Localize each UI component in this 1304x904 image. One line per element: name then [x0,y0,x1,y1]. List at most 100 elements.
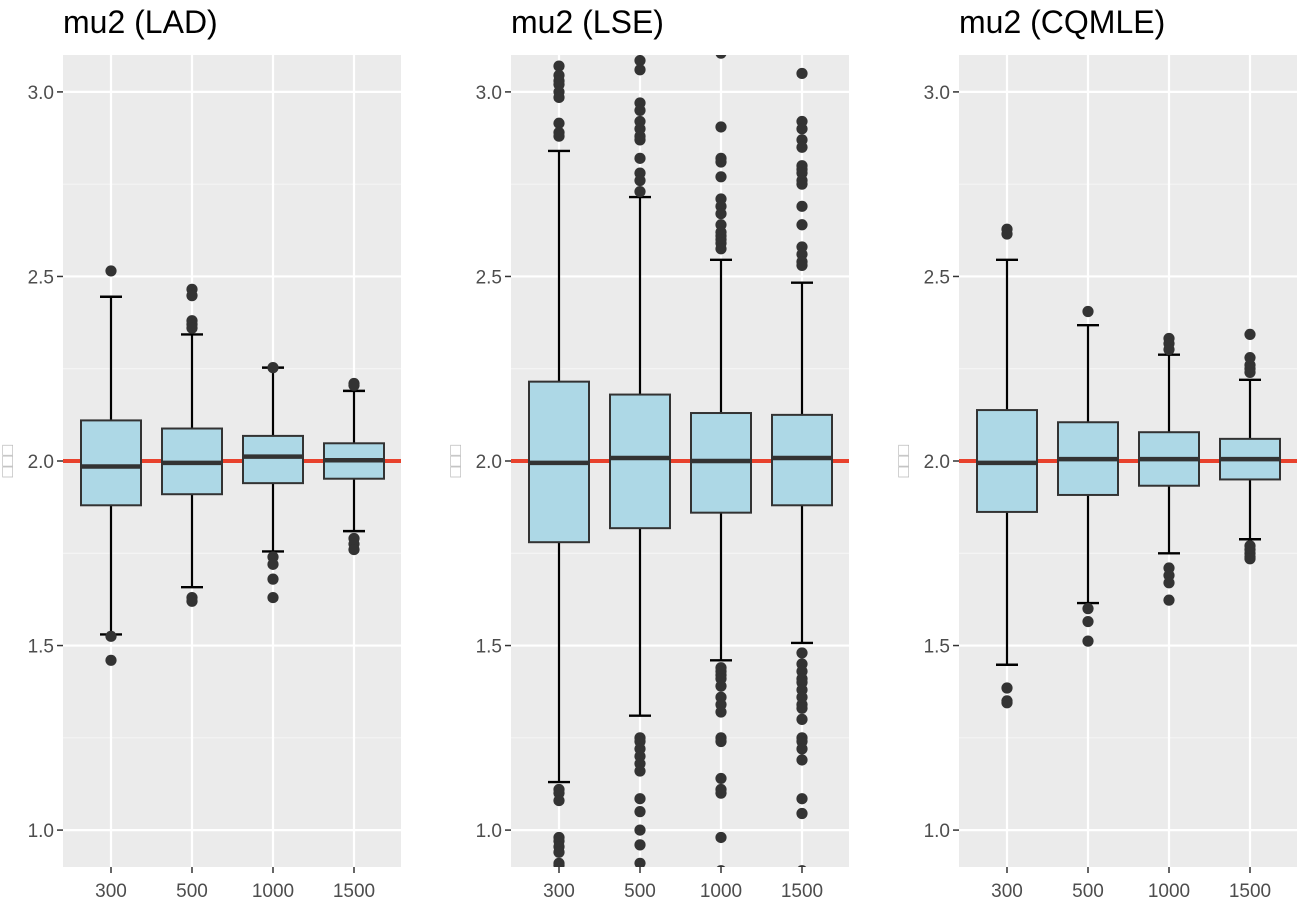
box-1500 [323,377,385,556]
outlier-point [1001,228,1013,240]
x-tick-label: 1500 [1229,881,1271,902]
outlier-point [797,865,807,867]
box-500 [609,55,671,867]
outlier-point [716,865,726,867]
outlier-point [634,765,646,777]
outlier-point [715,55,727,59]
x-tick-label: 1500 [333,881,375,902]
box-body [609,393,671,530]
boxes-group [528,55,833,867]
y-tick-label: 2.0 [924,452,950,473]
box-300 [80,265,142,666]
outlier-point [105,654,117,666]
outlier-point [634,134,646,146]
outlier-point [796,702,808,714]
outlier-point [1163,594,1175,606]
x-tick-label: 1000 [700,881,742,902]
outlier-point [1082,635,1094,647]
outlier-point [553,846,565,858]
outlier-point [634,174,646,187]
outlier-point [267,362,279,374]
y-tick-label: 3.0 [28,83,54,104]
outlier-point [1001,682,1013,694]
outlier-point [1163,343,1175,356]
outlier-point [105,265,117,277]
outlier-point [553,117,565,129]
outlier-point [715,772,727,785]
outlier-point [796,200,808,212]
outlier-point [1082,603,1094,615]
outlier-point [348,543,360,556]
outlier-point [634,104,646,116]
box-1000 [690,55,752,867]
outlier-point [553,794,565,807]
outlier-point [553,130,565,142]
outlier-point [1244,328,1256,341]
outlier-point [634,824,646,836]
panel-1: 1.0 1.5 2.0 2.5 3.0 300 500 1000 1500 mu2 (LAD) □□… [0,4,401,902]
outlier-point [715,787,727,799]
y-tick-label: 1.0 [28,821,54,842]
y-tick-label: 2.0 [476,452,502,473]
outlier-point [1244,553,1256,565]
box-1500 [771,67,833,867]
outlier-point [634,806,646,818]
outlier-point [186,290,198,302]
outlier-point [715,121,727,133]
outlier-point [796,713,808,725]
box-300 [528,60,590,867]
outlier-point [634,839,646,851]
outlier-point [267,591,279,604]
outlier-point [1163,577,1175,589]
outlier-point [634,793,646,805]
panel-title: mu2 (LAD) [63,4,218,40]
outlier-point [553,60,565,72]
outlier-point [796,141,808,153]
outlier-point [634,857,646,867]
boxes-group [976,223,1281,709]
boxes-group [80,265,385,666]
y-tick-label: 3.0 [476,83,502,104]
outlier-point [553,859,565,867]
box-300 [976,223,1038,709]
x-tick-label: 300 [991,881,1023,902]
box-1000 [1138,332,1200,606]
y-tick-label: 1.5 [476,637,502,658]
outlier-point [1001,697,1013,709]
box-500 [161,283,223,607]
outlier-point [796,754,808,766]
outlier-point [715,831,727,844]
y-axis-label: □□□ [893,445,913,478]
x-tick-label: 500 [1072,881,1104,902]
outlier-point [1082,615,1094,628]
panel-3: 1.0 1.5 2.0 2.5 3.0 300 500 1000 1500 mu2 (CQMLE)… [893,4,1297,902]
y-tick-label: 1.5 [924,637,950,658]
outlier-point [715,680,727,692]
outlier-point [634,152,646,164]
outlier-point [267,573,279,585]
outlier-point [796,647,808,659]
panel-title: mu2 (CQMLE) [959,4,1165,40]
outlier-point [796,219,808,231]
outlier-point [715,171,727,183]
x-tick-label: 500 [624,881,656,902]
outlier-point [553,91,565,104]
outlier-point [715,735,727,748]
box-1000 [242,362,304,604]
y-tick-label: 3.0 [924,83,950,104]
outlier-point [796,743,808,755]
box-body [242,434,304,485]
outlier-point [1244,366,1256,379]
x-tick-label: 1500 [781,881,823,902]
x-tick-label: 1000 [252,881,294,902]
outlier-point [186,322,198,334]
outlier-point [634,185,646,198]
x-tick-label: 500 [176,881,208,902]
outlier-point [1082,305,1094,318]
y-tick-label: 1.0 [924,821,950,842]
outlier-point [715,243,727,255]
outlier-point [715,208,727,220]
outlier-point [796,123,808,135]
outlier-point [634,64,646,76]
outlier-point [348,379,360,391]
